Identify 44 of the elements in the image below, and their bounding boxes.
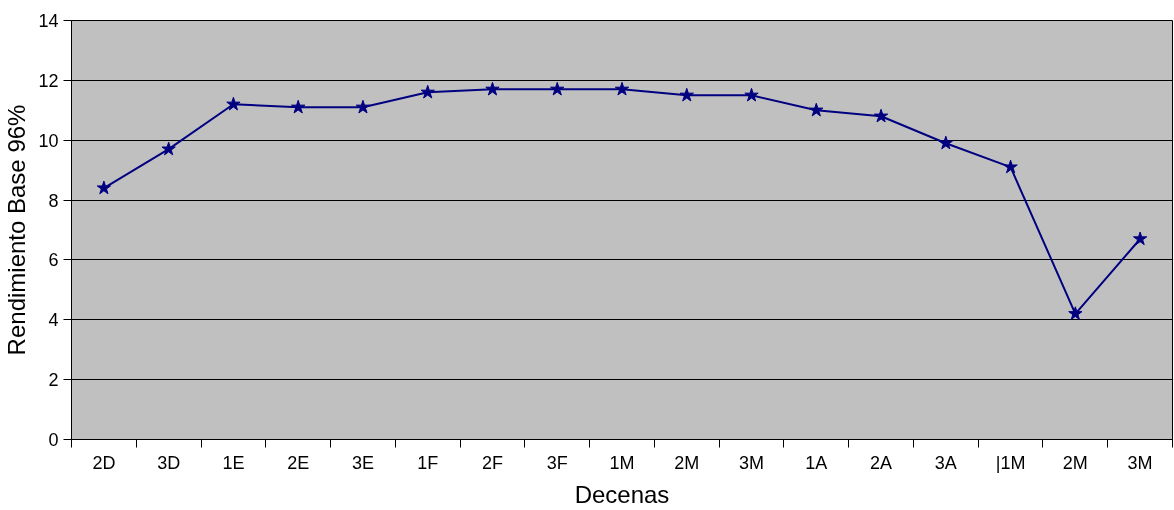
y-axis-title: Rendimiento Base 96%	[3, 104, 31, 356]
x-axis-title: Decenas	[574, 480, 670, 508]
x-tick-label: 1E	[222, 452, 245, 473]
point	[744, 87, 759, 102]
x-tick-label: |1M	[995, 452, 1026, 473]
x-tick-label: 3A	[934, 452, 957, 473]
point	[420, 84, 435, 99]
x-tick-label: 2M	[1062, 452, 1088, 473]
x-tick-label: 3E	[351, 452, 374, 473]
y-tick-label: 6	[48, 250, 59, 271]
y-tick-label: 2	[48, 370, 59, 391]
y-tick-label: 8	[48, 190, 59, 211]
point	[614, 81, 630, 96]
x-tick-label: 1A	[805, 452, 828, 473]
point	[161, 141, 176, 156]
point	[96, 180, 112, 195]
y-tick-label: 0	[48, 430, 59, 450]
point	[1068, 306, 1083, 320]
point	[1003, 159, 1018, 174]
x-tick-label: 3D	[157, 452, 181, 473]
point	[1132, 231, 1148, 246]
point	[938, 135, 953, 150]
x-tick-label: 3F	[546, 452, 568, 473]
y-tick-label: 12	[38, 70, 59, 91]
x-tick-label: 2M	[674, 452, 700, 473]
y-tick-label: 14	[38, 11, 59, 31]
x-tick-label: 2A	[870, 452, 893, 473]
x-tick-label: 1F	[417, 452, 439, 473]
point	[873, 108, 889, 123]
x-tick-label: 2D	[92, 452, 116, 473]
y-tick-label: 10	[38, 130, 59, 151]
x-tick-label: 1M	[609, 452, 635, 473]
point	[226, 96, 241, 111]
point	[809, 102, 824, 117]
x-tick-label: 3M	[1127, 452, 1153, 473]
x-tick-label: 3M	[739, 452, 765, 473]
point	[291, 99, 306, 114]
point	[485, 81, 500, 96]
point	[355, 99, 371, 114]
x-tick-label: 2E	[287, 452, 310, 473]
y-tick-label: 4	[48, 310, 59, 331]
x-tick-label: 2F	[481, 452, 503, 473]
point	[679, 87, 694, 102]
point	[550, 81, 565, 96]
